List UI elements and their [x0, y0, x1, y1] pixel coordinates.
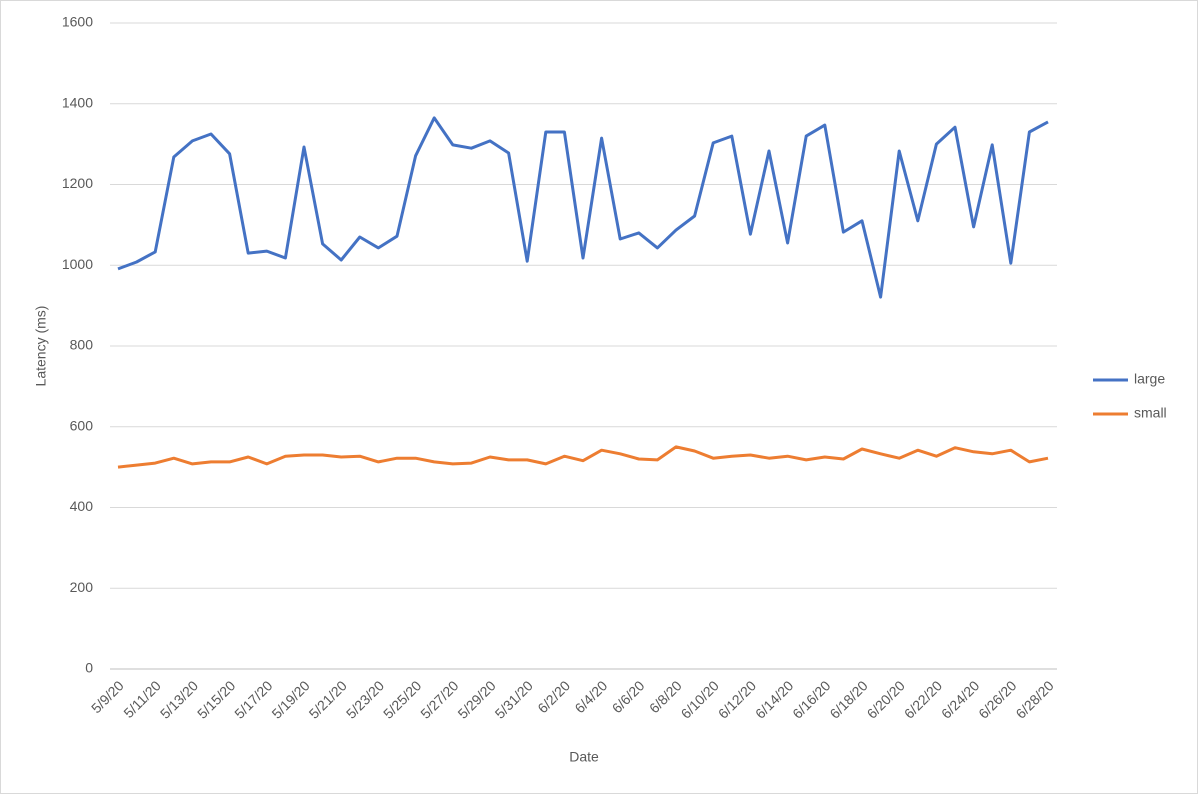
legend-label: large	[1134, 371, 1165, 387]
y-tick-label: 1200	[62, 175, 93, 191]
y-tick-label: 1000	[62, 256, 93, 272]
y-tick-label: 1400	[62, 94, 93, 110]
y-tick-label: 1600	[62, 14, 93, 30]
legend-label: small	[1134, 405, 1167, 421]
y-tick-label: 800	[70, 337, 94, 353]
y-axis-title: Latency (ms)	[33, 306, 49, 387]
series-line	[117, 445, 1049, 469]
y-tick-label: 0	[85, 660, 93, 676]
x-axis-title: Date	[569, 749, 599, 765]
y-tick-label: 600	[70, 417, 94, 433]
y-tick-label: 400	[70, 498, 94, 514]
series-line	[117, 116, 1049, 299]
y-tick-label: 200	[70, 579, 94, 595]
